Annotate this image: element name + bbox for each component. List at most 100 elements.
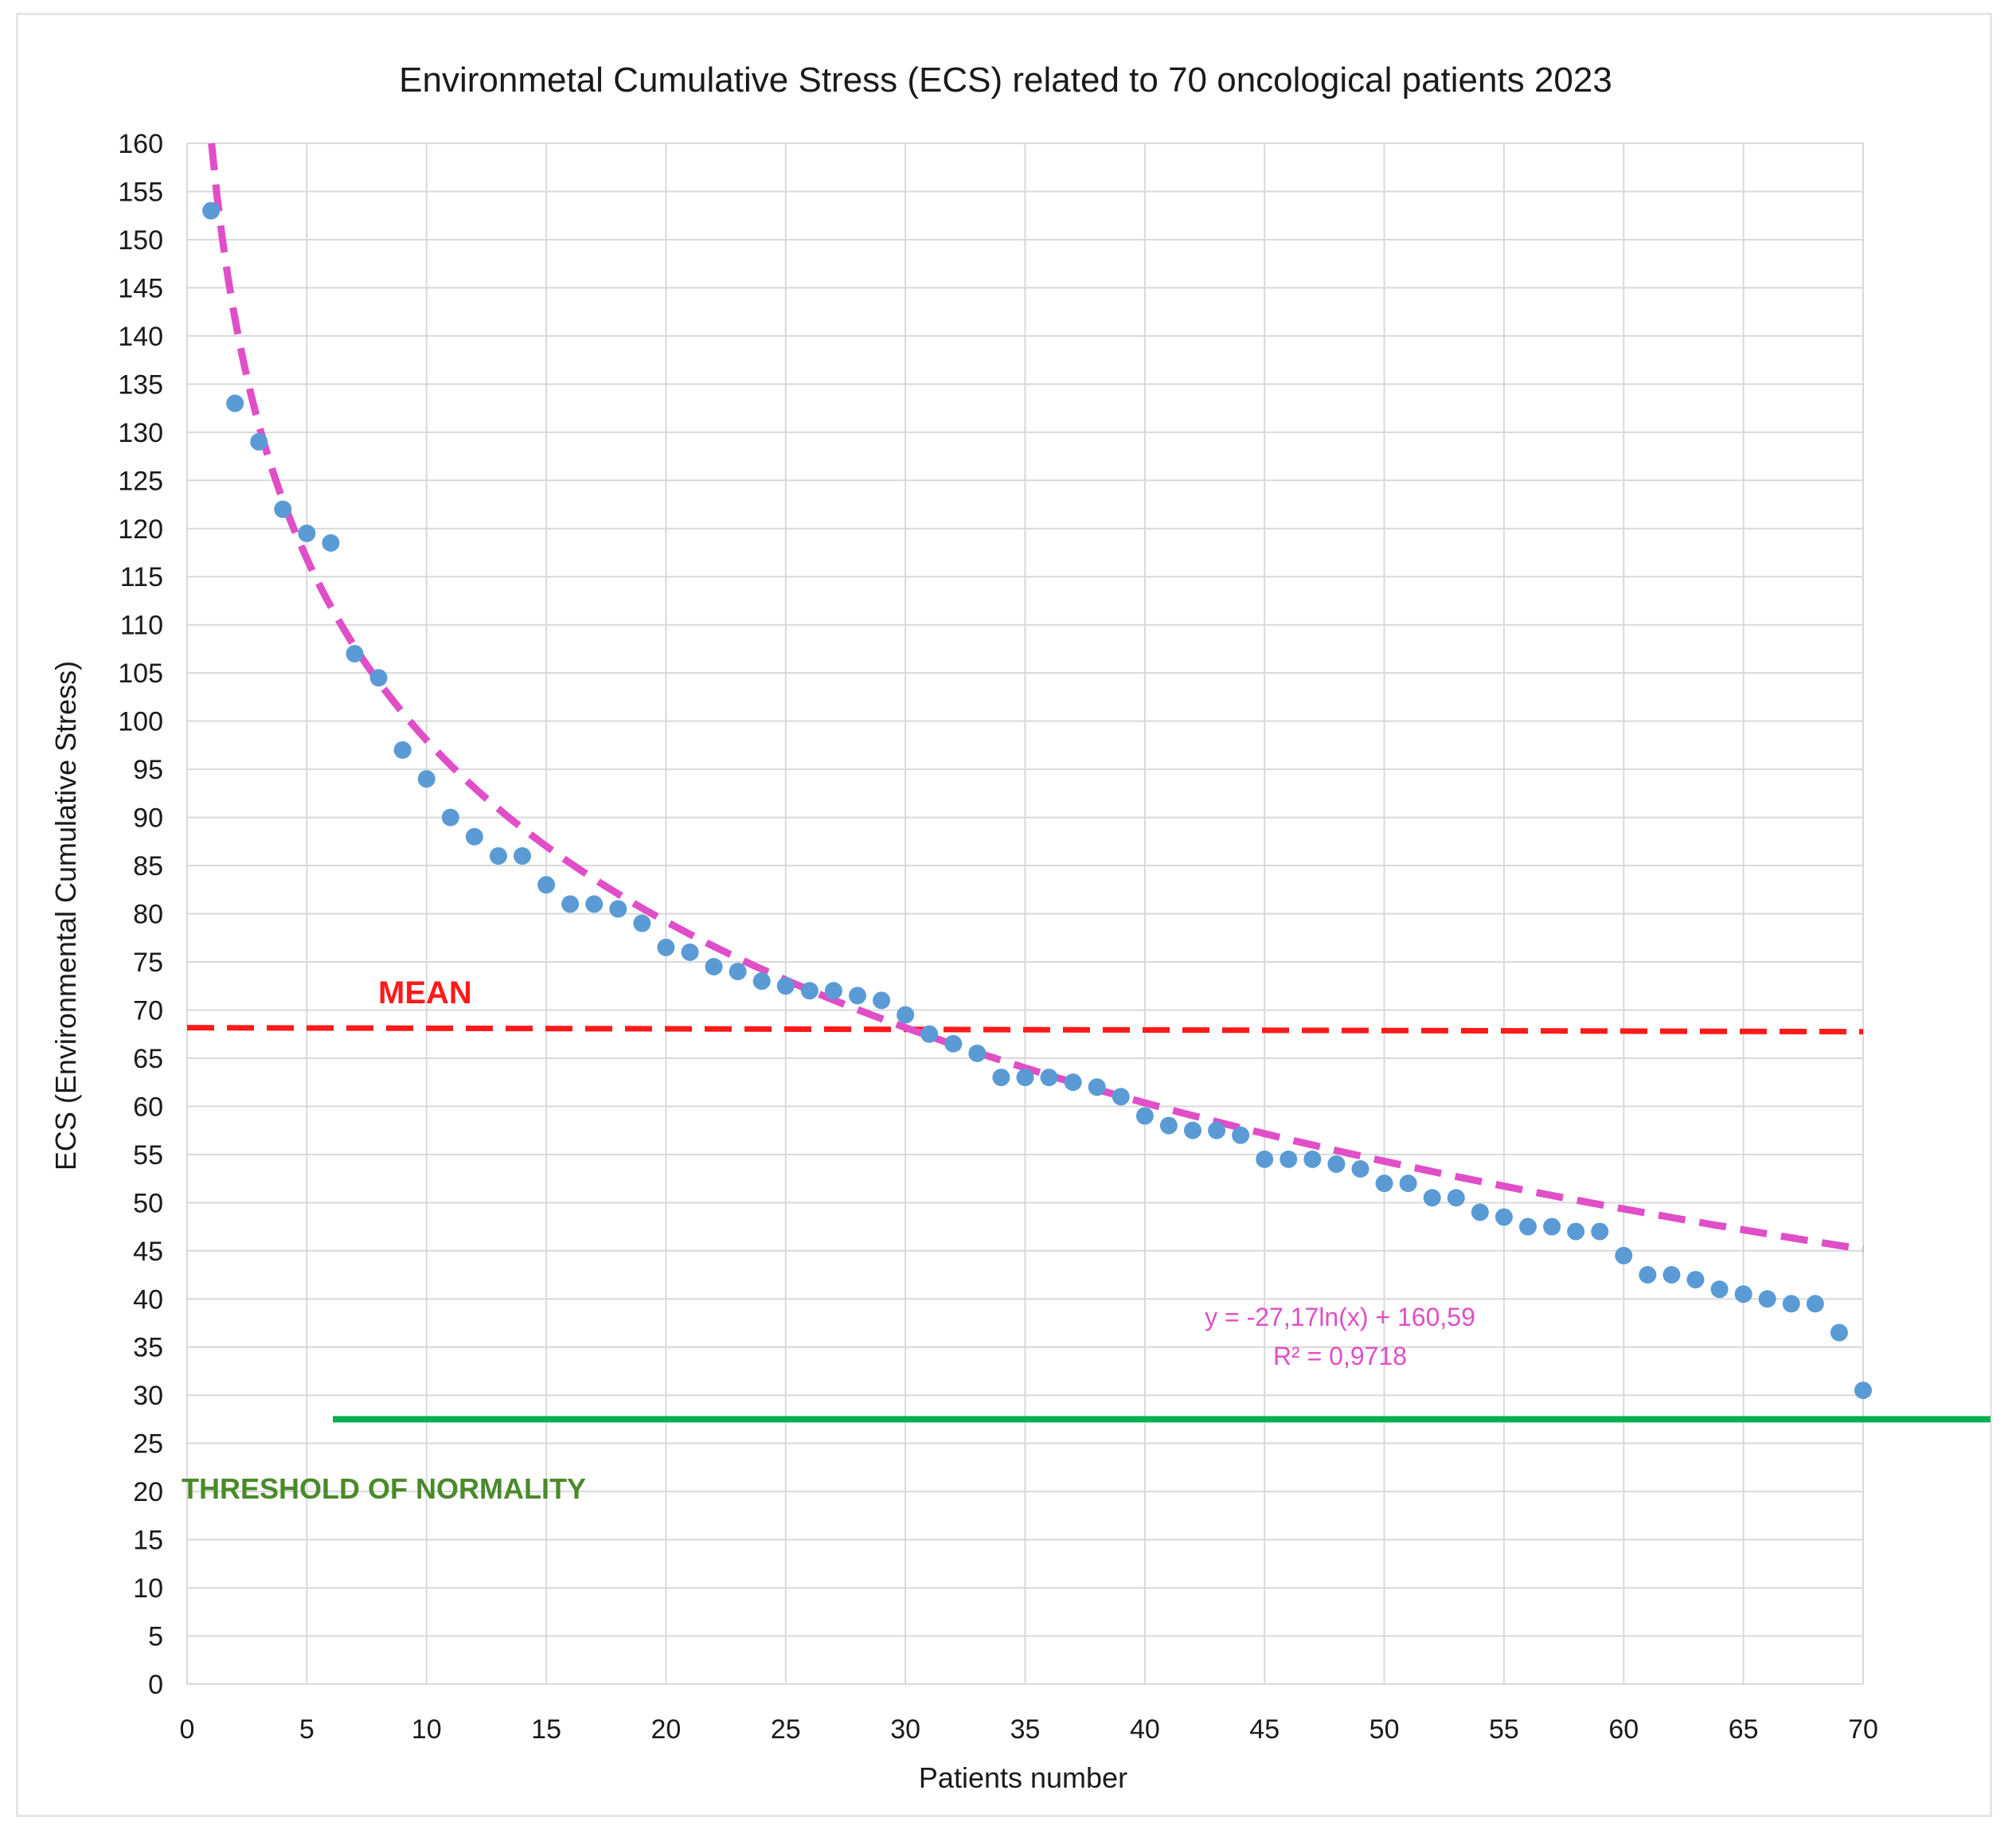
data-point bbox=[1782, 1295, 1800, 1313]
data-point bbox=[346, 644, 364, 662]
data-point bbox=[1806, 1295, 1824, 1313]
trend-r-squared: R² = 0,9718 bbox=[1273, 1342, 1407, 1370]
data-point bbox=[633, 914, 651, 932]
data-point bbox=[1423, 1189, 1441, 1207]
y-tick-label: 120 bbox=[118, 514, 163, 545]
y-tick-label: 45 bbox=[133, 1237, 163, 1267]
y-tick-label: 115 bbox=[120, 562, 163, 592]
data-point bbox=[1159, 1116, 1178, 1135]
x-tick-label: 50 bbox=[1369, 1714, 1400, 1745]
data-point bbox=[1208, 1121, 1226, 1139]
reference-lines bbox=[186, 143, 1991, 1423]
data-point bbox=[1494, 1208, 1513, 1226]
chart-frame bbox=[16, 13, 1992, 1817]
data-point bbox=[441, 808, 459, 827]
data-point bbox=[1399, 1175, 1417, 1193]
mean-label: MEAN bbox=[378, 975, 472, 1010]
x-tick-label: 60 bbox=[1608, 1714, 1639, 1745]
data-point bbox=[800, 982, 819, 1000]
data-point bbox=[1686, 1271, 1705, 1289]
data-point bbox=[1519, 1218, 1537, 1236]
data-point bbox=[1280, 1150, 1298, 1168]
grid bbox=[186, 143, 1864, 1685]
data-point bbox=[729, 963, 747, 981]
data-point bbox=[1088, 1078, 1106, 1096]
data-point bbox=[393, 741, 412, 759]
y-tick-label: 65 bbox=[133, 1044, 163, 1074]
data-point bbox=[274, 500, 292, 518]
data-point bbox=[1471, 1203, 1489, 1221]
data-point bbox=[849, 987, 866, 1005]
data-point bbox=[776, 977, 795, 995]
y-tick-label: 90 bbox=[133, 803, 163, 834]
data-point bbox=[1639, 1266, 1657, 1284]
y-tick-label: 145 bbox=[118, 273, 163, 303]
data-point bbox=[1351, 1159, 1369, 1178]
data-point bbox=[705, 958, 723, 976]
x-tick-label: 10 bbox=[412, 1714, 442, 1745]
data-point bbox=[1591, 1222, 1609, 1241]
data-point bbox=[920, 1025, 939, 1043]
data-point bbox=[992, 1069, 1010, 1087]
y-tick-label: 20 bbox=[133, 1477, 163, 1507]
trend-equation: y = -27,17ln(x) + 160,59 bbox=[1205, 1303, 1475, 1331]
y-tick-label: 0 bbox=[148, 1670, 163, 1700]
data-point bbox=[1854, 1382, 1872, 1400]
x-tick-label: 65 bbox=[1729, 1714, 1759, 1745]
data-point bbox=[202, 201, 221, 220]
data-point bbox=[1734, 1285, 1752, 1303]
y-tick-label: 135 bbox=[118, 369, 163, 400]
y-tick-label: 125 bbox=[118, 466, 163, 496]
y-tick-label: 40 bbox=[133, 1284, 163, 1315]
x-tick-label: 25 bbox=[771, 1714, 801, 1745]
data-point bbox=[561, 895, 580, 913]
axis-ticks: 0510152025303540455055606570758085909510… bbox=[118, 129, 1878, 1745]
x-tick-label: 70 bbox=[1848, 1714, 1878, 1745]
y-tick-label: 100 bbox=[118, 707, 163, 737]
data-point bbox=[1830, 1323, 1848, 1342]
y-tick-label: 15 bbox=[133, 1526, 163, 1556]
data-point bbox=[873, 991, 891, 1010]
data-point bbox=[465, 827, 483, 846]
x-tick-label: 40 bbox=[1130, 1714, 1160, 1745]
data-point bbox=[1135, 1107, 1154, 1125]
data-point bbox=[1064, 1073, 1082, 1092]
y-tick-label: 60 bbox=[133, 1092, 163, 1122]
x-tick-label: 35 bbox=[1010, 1714, 1041, 1745]
x-tick-label: 20 bbox=[651, 1714, 682, 1745]
y-tick-label: 160 bbox=[118, 129, 163, 159]
data-point bbox=[1327, 1155, 1346, 1173]
x-axis-label: Patients number bbox=[919, 1761, 1127, 1794]
y-tick-label: 10 bbox=[133, 1573, 163, 1604]
trend-line bbox=[208, 143, 1864, 1253]
data-point bbox=[824, 982, 842, 1000]
x-tick-label: 15 bbox=[531, 1714, 561, 1745]
chart-title: Environmetal Cumulative Stress (ECS) rel… bbox=[399, 61, 1612, 100]
data-point bbox=[1567, 1222, 1585, 1241]
y-tick-label: 150 bbox=[118, 225, 163, 256]
data-point bbox=[944, 1034, 963, 1053]
data-point bbox=[1016, 1069, 1034, 1087]
data-point bbox=[369, 669, 388, 687]
y-tick-label: 130 bbox=[118, 418, 163, 448]
data-point bbox=[1112, 1088, 1130, 1106]
data-point bbox=[1232, 1126, 1250, 1144]
data-point bbox=[752, 972, 771, 991]
data-point bbox=[417, 770, 436, 788]
y-tick-label: 95 bbox=[133, 755, 163, 785]
data-point bbox=[1710, 1280, 1729, 1299]
data-point bbox=[609, 900, 627, 918]
data-points bbox=[202, 201, 1872, 1400]
y-tick-label: 25 bbox=[133, 1429, 163, 1460]
x-tick-label: 55 bbox=[1489, 1714, 1519, 1745]
y-tick-label: 80 bbox=[133, 900, 163, 930]
data-point bbox=[1662, 1266, 1681, 1284]
data-point bbox=[1040, 1069, 1058, 1087]
data-point bbox=[322, 534, 340, 552]
data-point bbox=[1303, 1150, 1322, 1168]
x-tick-label: 0 bbox=[180, 1714, 195, 1745]
y-tick-label: 50 bbox=[133, 1188, 163, 1218]
y-tick-label: 110 bbox=[120, 611, 163, 641]
data-point bbox=[298, 524, 316, 542]
